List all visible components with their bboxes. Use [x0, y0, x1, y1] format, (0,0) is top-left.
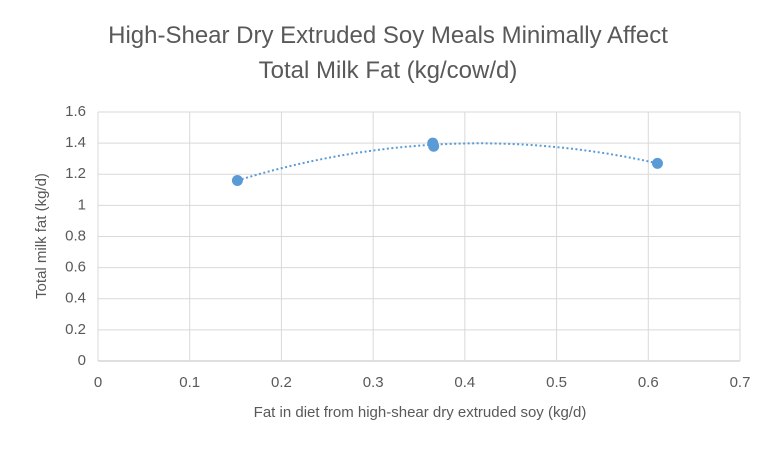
x-tick-label: 0.4	[454, 374, 475, 391]
y-tick-label: 0.2	[65, 321, 86, 338]
x-tick-label: 0.3	[363, 374, 384, 391]
x-tick-label: 0	[94, 374, 102, 391]
y-axis-label: Total milk fat (kg/d)	[33, 173, 50, 299]
y-tick-label: 0.8	[65, 227, 86, 244]
trendline	[237, 142, 658, 182]
y-tick-label: 0.4	[65, 290, 86, 307]
x-tick-label: 0.1	[179, 374, 200, 391]
x-tick-label: 0.7	[730, 374, 751, 391]
x-axis-label: Fat in diet from high-shear dry extruded…	[254, 404, 587, 421]
point	[428, 140, 440, 152]
y-tick-label: 0	[78, 352, 86, 369]
y-tick-label: 1.4	[65, 134, 86, 151]
y-tick-label: 1.2	[65, 165, 86, 182]
y-tick-label: 1	[78, 196, 86, 213]
x-tick-label: 0.6	[638, 374, 659, 391]
point	[651, 157, 663, 169]
chart-title: High-Shear Dry Extruded Soy Meals Minima…	[108, 22, 668, 84]
x-tick-label: 0.2	[271, 374, 292, 391]
x-tick-label: 0.5	[546, 374, 567, 391]
y-tick-label: 0.6	[65, 259, 86, 276]
y-tick-label: 1.6	[65, 103, 86, 120]
point	[231, 174, 243, 186]
